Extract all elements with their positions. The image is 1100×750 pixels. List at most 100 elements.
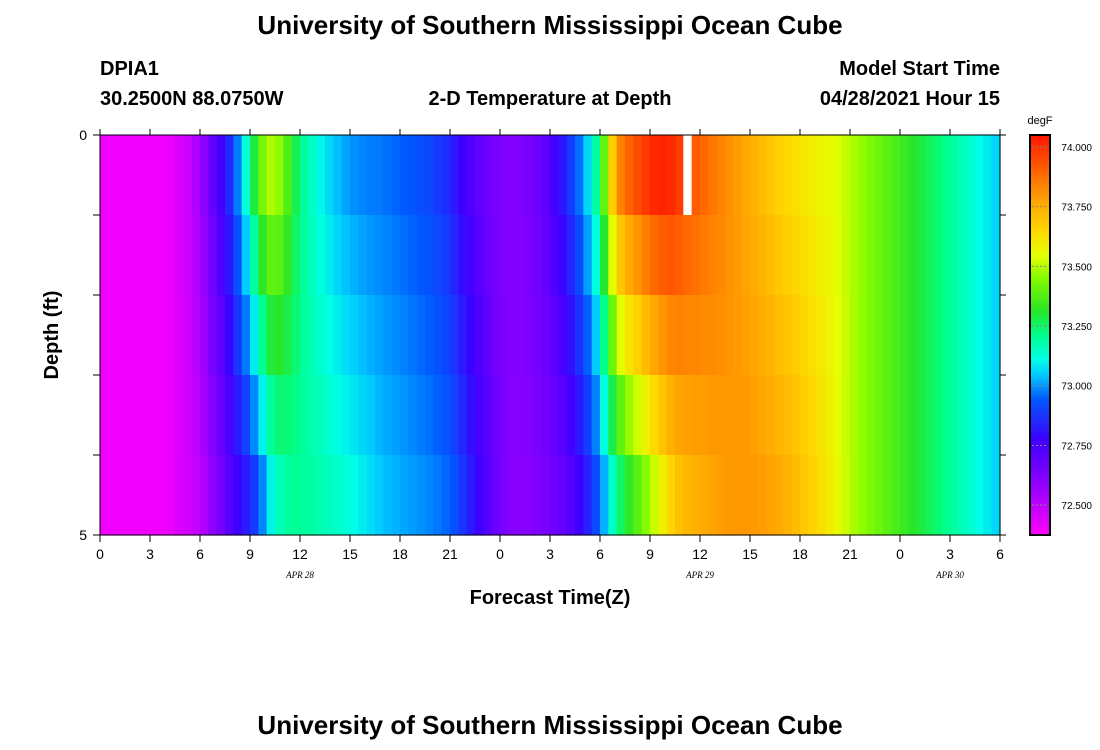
heatmap-cell bbox=[583, 455, 593, 536]
heatmap-cell bbox=[358, 295, 368, 376]
colorbar-tick-label: 72.750 bbox=[1061, 441, 1092, 452]
heatmap-cell bbox=[808, 375, 818, 456]
heatmap-cell bbox=[333, 375, 343, 456]
heatmap-cell bbox=[233, 295, 243, 376]
heatmap-cell bbox=[208, 455, 218, 536]
heatmap-cell bbox=[416, 375, 426, 456]
heatmap-cell bbox=[916, 375, 926, 456]
heatmap-cell bbox=[575, 455, 584, 536]
heatmap-cell bbox=[325, 455, 334, 536]
heatmap-cell bbox=[700, 375, 709, 456]
heatmap-cell bbox=[158, 215, 168, 296]
heatmap-cell bbox=[191, 455, 201, 536]
heatmap-cell bbox=[858, 455, 868, 536]
heatmap-cell bbox=[550, 455, 559, 536]
heatmap-cell bbox=[916, 295, 926, 376]
heatmap-cell bbox=[433, 135, 443, 216]
heatmap-cell bbox=[275, 215, 284, 296]
x-axis: 0 3 6 9 12 15 18 21 0 3 6 9 12 15 18 21 0 3 6 bbox=[96, 129, 1004, 562]
heatmap-cell bbox=[666, 215, 676, 296]
heatmap-cell bbox=[275, 135, 284, 216]
heatmap-cell bbox=[400, 135, 409, 216]
heatmap-cell bbox=[941, 455, 951, 536]
heatmap-cell bbox=[733, 375, 743, 456]
heatmap-cell bbox=[608, 295, 618, 376]
x-tick-label: 0 bbox=[896, 546, 904, 562]
heatmap-cell bbox=[933, 135, 943, 216]
heatmap-cell bbox=[341, 295, 351, 376]
heatmap-cell bbox=[983, 295, 993, 376]
heatmap-cell bbox=[183, 375, 193, 456]
heatmap-cell bbox=[925, 375, 934, 456]
heatmap-cell bbox=[350, 295, 359, 376]
heatmap-cell bbox=[641, 215, 651, 296]
heatmap-cell bbox=[458, 295, 468, 376]
heatmap-cell bbox=[583, 215, 593, 296]
heatmap-cell bbox=[491, 135, 501, 216]
heatmap-cell bbox=[750, 375, 759, 456]
heatmap-cell bbox=[800, 455, 809, 536]
heatmap-cell bbox=[650, 215, 659, 296]
y-axis-label: Depth (ft) bbox=[41, 291, 63, 380]
heatmap-cell bbox=[675, 375, 684, 456]
heatmap-cell bbox=[666, 375, 676, 456]
heatmap-cell bbox=[300, 135, 309, 216]
heatmap-cell bbox=[350, 135, 359, 216]
heatmap-cell bbox=[658, 135, 668, 216]
heatmap-cell bbox=[783, 135, 793, 216]
heatmap-cell bbox=[508, 215, 518, 296]
heatmap-cell bbox=[366, 295, 376, 376]
heatmap-cell bbox=[691, 215, 701, 296]
heatmap-cell bbox=[850, 215, 859, 296]
heatmap-cell bbox=[875, 375, 884, 456]
heatmap-cell bbox=[816, 215, 826, 296]
heatmap-cell bbox=[516, 215, 526, 296]
colorbar-tick-label: 74.000 bbox=[1061, 143, 1092, 154]
heatmap-cell bbox=[433, 455, 443, 536]
heatmap-cell bbox=[566, 215, 576, 296]
heatmap-cell bbox=[158, 375, 168, 456]
heatmap-cell bbox=[566, 375, 576, 456]
heatmap-cell bbox=[875, 295, 884, 376]
heatmap-cell bbox=[625, 135, 634, 216]
heatmap-cell bbox=[200, 455, 209, 536]
heatmap-cell bbox=[775, 215, 784, 296]
heatmap-cell bbox=[908, 295, 918, 376]
heatmap-cell bbox=[766, 375, 776, 456]
heatmap-cell bbox=[258, 295, 268, 376]
heatmap-cell bbox=[383, 135, 393, 216]
colorbar-tick-label: 73.500 bbox=[1061, 262, 1092, 273]
heatmap-cell bbox=[691, 455, 701, 536]
x-tick-label: 6 bbox=[196, 546, 204, 562]
heatmap-cell bbox=[175, 455, 184, 536]
heatmap-cell bbox=[650, 455, 659, 536]
heatmap-cell bbox=[591, 455, 601, 536]
x-tick-label: 12 bbox=[692, 546, 708, 562]
heatmap-cell bbox=[783, 455, 793, 536]
heatmap-cell bbox=[216, 135, 226, 216]
heatmap-cell bbox=[491, 295, 501, 376]
heatmap-cell bbox=[958, 295, 968, 376]
heatmap-cell bbox=[858, 135, 868, 216]
heatmap-cell bbox=[833, 135, 843, 216]
heatmap-cell bbox=[966, 135, 976, 216]
heatmap-cell bbox=[708, 455, 718, 536]
heatmap-cell bbox=[600, 215, 609, 296]
heatmap-cell bbox=[258, 135, 268, 216]
heatmap-cell bbox=[425, 375, 434, 456]
heatmap-cell bbox=[525, 375, 534, 456]
heatmap-cell bbox=[991, 455, 1001, 536]
heatmap-cell bbox=[825, 215, 834, 296]
heatmap-cell bbox=[533, 295, 543, 376]
heatmap-cell bbox=[708, 135, 718, 216]
heatmap-cell bbox=[733, 295, 743, 376]
heatmap-cell bbox=[833, 455, 843, 536]
heatmap-cell bbox=[425, 215, 434, 296]
heatmap-cell bbox=[100, 295, 109, 376]
heatmap-cell bbox=[166, 135, 176, 216]
heatmap-cell bbox=[325, 295, 334, 376]
heatmap-cell bbox=[200, 215, 209, 296]
heatmap-cell bbox=[458, 375, 468, 456]
heatmap-cell bbox=[200, 295, 209, 376]
heatmap-cell bbox=[983, 375, 993, 456]
